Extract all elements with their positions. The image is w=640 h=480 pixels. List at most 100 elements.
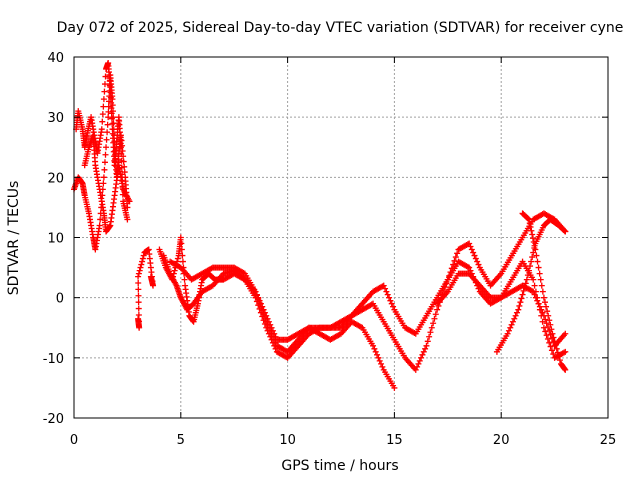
data-point — [553, 345, 560, 352]
data-point — [562, 366, 569, 373]
data-point — [96, 222, 103, 229]
data-point — [530, 276, 537, 283]
data-point — [546, 317, 553, 324]
data-point — [505, 327, 512, 334]
data-point — [177, 234, 184, 241]
data-point — [507, 324, 514, 331]
data-point — [256, 297, 263, 304]
data-point — [105, 108, 112, 115]
data-point — [240, 269, 247, 276]
data-point — [547, 321, 554, 328]
data-point — [103, 144, 110, 151]
data-point — [464, 263, 471, 270]
data-point — [529, 254, 536, 261]
data-point — [519, 291, 526, 298]
data-point — [520, 287, 527, 294]
data-point — [384, 291, 391, 298]
data-point — [554, 349, 561, 356]
data-point — [376, 357, 383, 364]
data-point — [181, 276, 188, 283]
data-point — [412, 366, 419, 373]
data-point — [371, 345, 378, 352]
data-point — [562, 228, 569, 235]
x-tick-label: 0 — [70, 433, 78, 448]
data-point — [139, 255, 146, 262]
data-point — [536, 270, 543, 277]
data-point — [442, 284, 449, 291]
data-point — [379, 363, 386, 370]
data-point — [535, 264, 542, 271]
data-point — [136, 267, 143, 274]
data-point — [138, 261, 145, 268]
data-point — [135, 286, 142, 293]
data-point — [378, 360, 385, 367]
data-point — [428, 324, 435, 331]
data-point — [265, 318, 272, 325]
y-tick-label: -20 — [43, 412, 64, 427]
data-point — [524, 272, 531, 279]
data-point — [139, 258, 146, 265]
data-point — [108, 99, 115, 106]
data-point — [540, 294, 547, 301]
data-point — [147, 273, 154, 280]
data-point — [272, 345, 279, 352]
chart-title: Day 072 of 2025, Sidereal Day-to-day VTE… — [57, 20, 624, 36]
data-point — [525, 267, 532, 274]
data-point — [208, 265, 215, 272]
data-point — [545, 312, 552, 319]
data-point — [178, 246, 185, 253]
data-point — [118, 151, 125, 158]
data-point — [383, 288, 390, 295]
data-point — [269, 339, 276, 346]
data-point — [422, 345, 429, 352]
data-point — [420, 348, 427, 355]
data-point — [98, 126, 105, 133]
data-point — [416, 357, 423, 364]
data-point — [528, 258, 535, 265]
data-point — [538, 306, 545, 313]
data-point — [100, 96, 107, 103]
x-tick-label: 10 — [279, 433, 296, 448]
data-point — [512, 312, 519, 319]
data-point — [118, 157, 125, 164]
data-point — [544, 336, 551, 343]
data-point — [414, 363, 421, 370]
data-point — [431, 315, 438, 322]
data-point — [454, 250, 461, 257]
x-axis-title: GPS time / hours — [281, 458, 398, 474]
data-point — [99, 118, 106, 125]
data-point — [261, 309, 268, 316]
data-point — [543, 320, 550, 327]
data-point — [253, 291, 260, 298]
data-point — [451, 257, 458, 264]
data-point — [528, 227, 535, 234]
data-point — [434, 306, 441, 313]
data-point — [539, 309, 546, 316]
data-point — [101, 88, 108, 95]
data-point — [135, 292, 142, 299]
data-point — [466, 240, 473, 247]
x-tick-label: 20 — [493, 433, 510, 448]
data-point — [548, 347, 555, 354]
y-axis-title: SDTVAR / TECUs — [6, 181, 22, 296]
data-point — [538, 282, 545, 289]
data-point — [272, 333, 279, 340]
data-point — [260, 306, 267, 313]
data-point — [472, 255, 479, 262]
y-tick-label: 40 — [47, 51, 64, 66]
data-point — [124, 204, 131, 211]
data-point — [531, 282, 538, 289]
data-point — [446, 272, 453, 279]
data-point — [283, 354, 290, 361]
data-point — [101, 81, 108, 88]
data-point — [555, 353, 562, 360]
data-point — [522, 280, 529, 287]
data-point — [528, 287, 535, 294]
data-point — [432, 311, 439, 318]
data-point — [179, 258, 186, 265]
data-point — [387, 297, 394, 304]
data-point — [511, 315, 518, 322]
data-point — [105, 114, 112, 121]
data-point — [562, 348, 569, 355]
data-point — [390, 303, 397, 310]
